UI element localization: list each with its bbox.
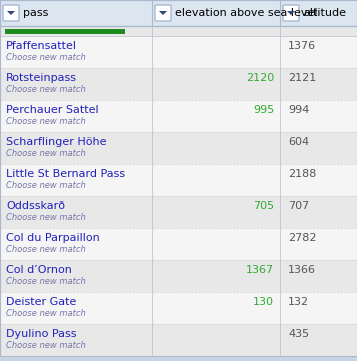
Polygon shape	[7, 11, 15, 15]
Text: 435: 435	[288, 329, 309, 339]
Text: 604: 604	[288, 136, 309, 147]
Bar	[0, 228, 357, 260]
Bar	[0, 324, 357, 356]
Bar	[0, 260, 357, 292]
Bar	[0, 0, 357, 26]
Text: 1366: 1366	[288, 265, 316, 275]
Text: Little St Bernard Pass: Little St Bernard Pass	[6, 169, 125, 179]
Text: pass: pass	[23, 8, 49, 18]
Text: Pfaffensattel: Pfaffensattel	[6, 40, 77, 51]
Text: Scharflinger Höhe: Scharflinger Höhe	[6, 136, 106, 147]
Text: 2188: 2188	[288, 169, 316, 179]
Polygon shape	[159, 11, 167, 15]
FancyBboxPatch shape	[155, 5, 171, 21]
Bar	[0, 68, 357, 100]
Text: Choose new match: Choose new match	[6, 149, 86, 158]
Bar	[0, 132, 357, 164]
Text: 994: 994	[288, 105, 310, 114]
Text: Choose new match: Choose new match	[6, 277, 86, 286]
Bar	[0, 26, 357, 36]
Text: Choose new match: Choose new match	[6, 341, 86, 350]
Text: Rotsteinpass: Rotsteinpass	[6, 73, 77, 83]
Text: 2121: 2121	[288, 73, 316, 83]
Text: Deister Gate: Deister Gate	[6, 297, 76, 306]
Text: 132: 132	[288, 297, 309, 306]
Text: Choose new match: Choose new match	[6, 245, 86, 254]
Bar	[0, 36, 357, 68]
Text: Col du Parpaillon: Col du Parpaillon	[6, 232, 100, 243]
Text: Choose new match: Choose new match	[6, 181, 86, 190]
Bar	[0, 100, 357, 132]
Text: Oddsskarð: Oddsskarð	[6, 201, 65, 210]
Text: Choose new match: Choose new match	[6, 213, 86, 222]
Text: 1376: 1376	[288, 40, 316, 51]
Bar	[0, 196, 357, 228]
Text: 130: 130	[253, 297, 274, 306]
Text: elevation above sea level: elevation above sea level	[175, 8, 317, 18]
Bar	[5, 29, 125, 34]
FancyBboxPatch shape	[283, 5, 299, 21]
Text: Col d’Ornon: Col d’Ornon	[6, 265, 72, 275]
Text: Perchauer Sattel: Perchauer Sattel	[6, 105, 99, 114]
Text: 707: 707	[288, 201, 309, 210]
Text: 995: 995	[253, 105, 274, 114]
Text: Choose new match: Choose new match	[6, 117, 86, 126]
Polygon shape	[287, 11, 295, 15]
Text: 2120: 2120	[246, 73, 274, 83]
Bar	[0, 292, 357, 324]
FancyBboxPatch shape	[3, 5, 19, 21]
Text: 705: 705	[253, 201, 274, 210]
Text: Choose new match: Choose new match	[6, 309, 86, 318]
Text: Dyulino Pass: Dyulino Pass	[6, 329, 76, 339]
Text: Choose new match: Choose new match	[6, 53, 86, 62]
Text: altitude: altitude	[303, 8, 346, 18]
Bar	[0, 164, 357, 196]
Text: 2782: 2782	[288, 232, 317, 243]
Text: 1367: 1367	[246, 265, 274, 275]
Text: Choose new match: Choose new match	[6, 85, 86, 94]
